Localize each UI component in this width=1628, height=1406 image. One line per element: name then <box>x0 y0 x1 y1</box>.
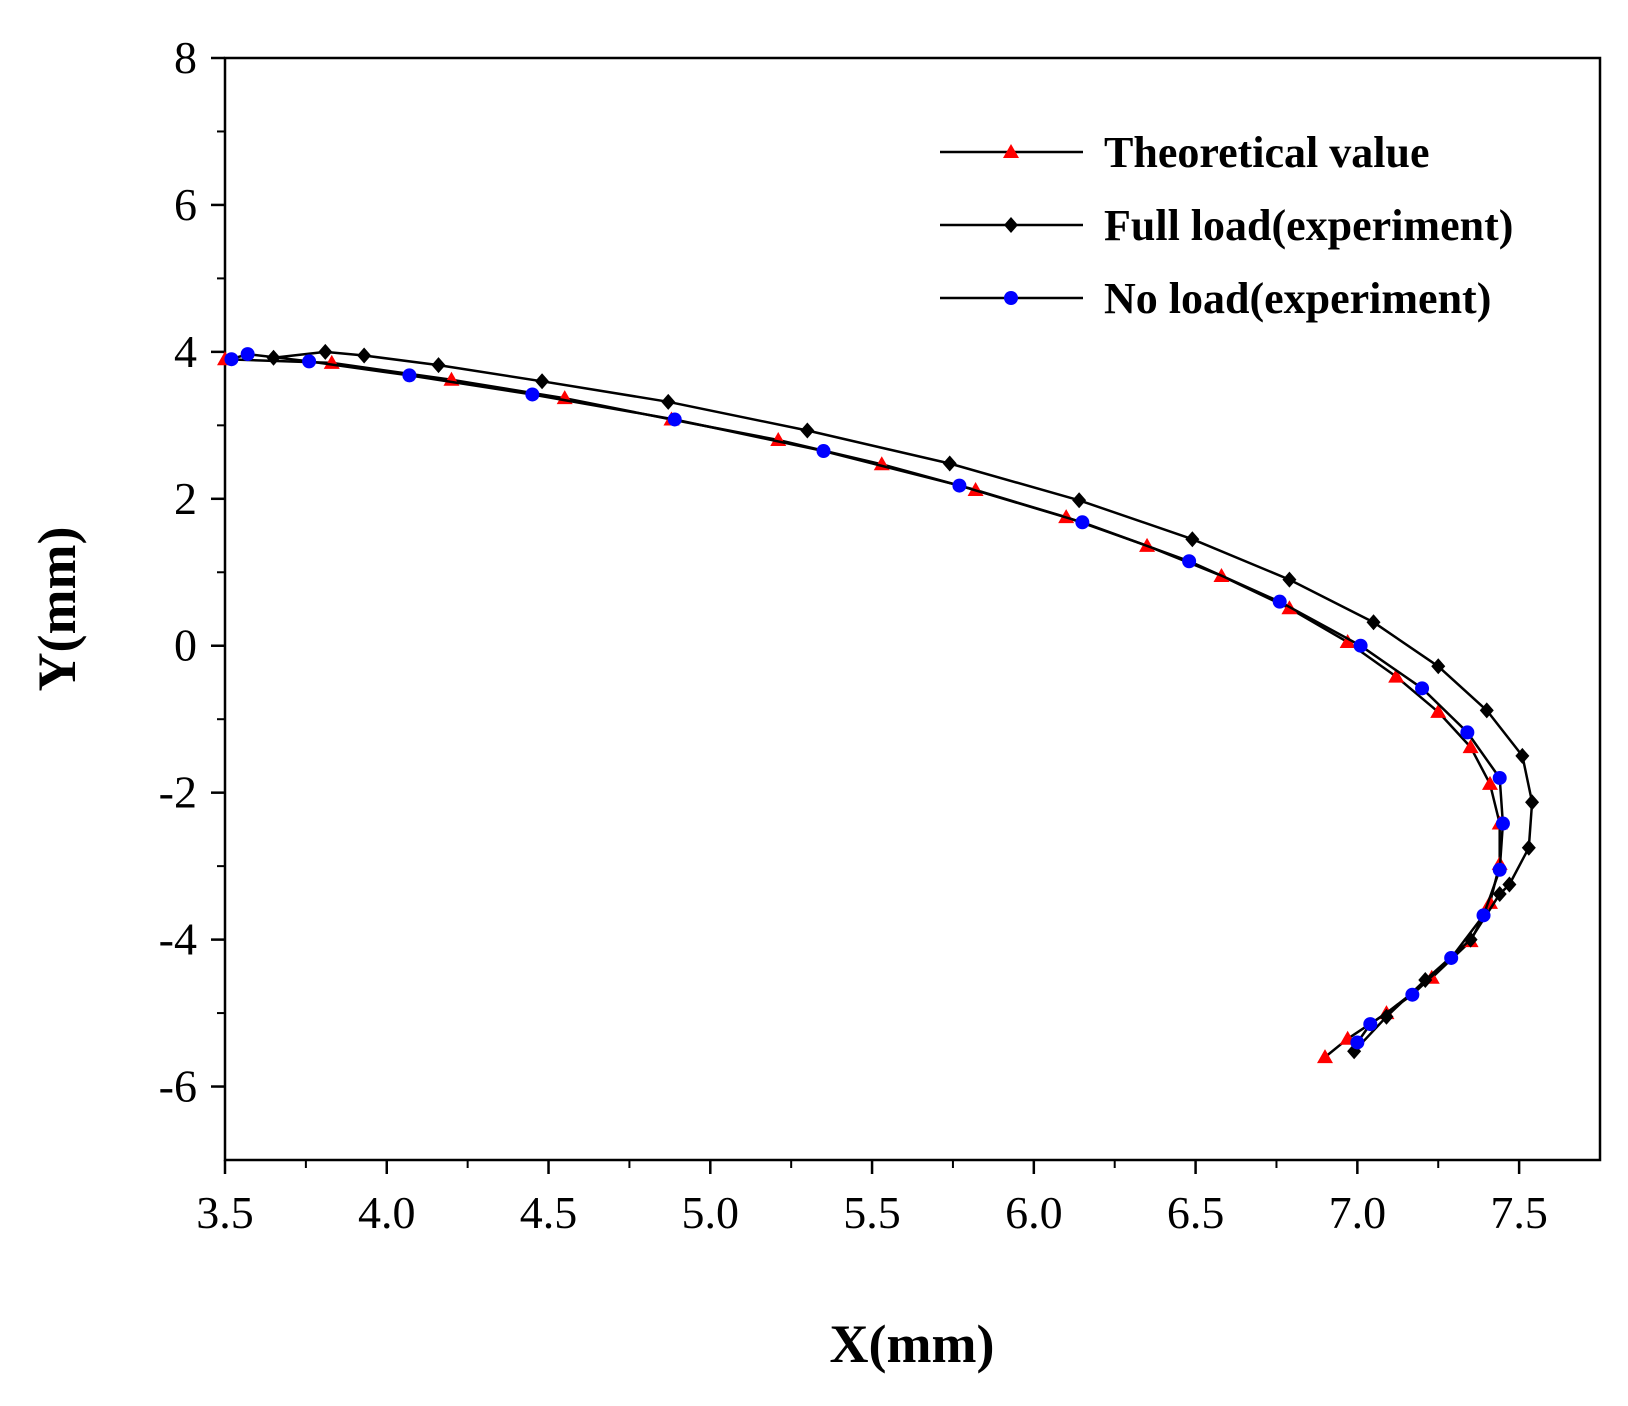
legend-marker <box>1004 291 1018 305</box>
x-tick-label: 7.0 <box>1329 1187 1387 1238</box>
x-tick-label: 4.5 <box>520 1187 578 1238</box>
y-tick-label: -4 <box>159 914 197 965</box>
plot-frame <box>223 56 1602 1162</box>
axis-ticks: 3.5 4.0 4.5 5.0 5.5 6.0 6.5 7.0 7.5 -6 -4 -2 0 2 4 6 8 <box>159 32 1548 1238</box>
data-point <box>1444 950 1459 965</box>
data-point <box>1479 702 1494 719</box>
legend-label: Theoretical value <box>1104 128 1429 177</box>
data-point <box>1363 1017 1378 1032</box>
data-point <box>1476 908 1491 923</box>
legend-marker <box>1004 217 1018 233</box>
data-point <box>402 368 417 383</box>
x-tick-label: 6.5 <box>1167 1187 1225 1238</box>
data-point <box>1182 554 1197 569</box>
y-tick-label: 4 <box>174 326 197 377</box>
legend-marker <box>1003 144 1019 158</box>
data-point <box>1388 668 1405 683</box>
data-point <box>357 347 372 364</box>
data-point <box>1317 1049 1333 1064</box>
series-line <box>231 352 1505 1044</box>
y-tick-label: -6 <box>159 1061 197 1112</box>
data-point <box>240 347 255 362</box>
data-point <box>1502 876 1517 893</box>
y-tick-label: -2 <box>159 767 197 818</box>
data-point <box>1272 594 1287 609</box>
legend-label: No load(experiment) <box>1104 274 1491 323</box>
series-0 <box>217 351 1508 1064</box>
data-point <box>1431 658 1446 675</box>
data-point <box>800 422 815 439</box>
series-layer <box>217 343 1540 1064</box>
data-point <box>1525 794 1540 811</box>
data-point <box>667 412 682 427</box>
data-point <box>302 354 317 369</box>
data-point <box>1353 638 1368 653</box>
data-point <box>1339 634 1356 649</box>
data-point <box>1492 886 1507 903</box>
data-point <box>1075 515 1090 530</box>
data-point <box>1379 1008 1394 1025</box>
data-point <box>1350 1035 1365 1050</box>
data-point <box>1405 987 1420 1002</box>
data-point <box>1282 571 1297 588</box>
data-point <box>1462 739 1479 754</box>
data-point <box>1072 492 1087 509</box>
series-line <box>273 350 1534 1053</box>
series-line <box>224 357 1501 1059</box>
data-point <box>661 393 676 410</box>
x-tick-label: 3.5 <box>196 1187 254 1238</box>
data-point <box>1492 770 1507 785</box>
data-point <box>952 478 967 493</box>
data-point <box>1521 839 1536 856</box>
data-point <box>1430 703 1447 718</box>
data-point <box>1492 862 1507 877</box>
y-tick-label: 0 <box>174 620 197 671</box>
data-point <box>525 387 540 402</box>
data-point <box>1415 681 1430 696</box>
x-tick-label: 7.5 <box>1490 1187 1548 1238</box>
data-point <box>1460 725 1475 740</box>
y-tick-label: 6 <box>174 179 197 230</box>
y-axis-title: Y(mm) <box>27 527 87 692</box>
data-point <box>1482 775 1498 790</box>
legend: Theoretical value Full load(experiment) No… <box>940 128 1513 323</box>
x-tick-label: 6.0 <box>1005 1187 1063 1238</box>
x-axis-title: X(mm) <box>830 1314 995 1374</box>
data-point <box>1185 531 1200 548</box>
x-tick-label: 5.0 <box>682 1187 740 1238</box>
data-point <box>1495 816 1510 831</box>
data-point <box>816 444 831 459</box>
data-point <box>1366 614 1381 631</box>
data-point <box>942 455 957 472</box>
data-point <box>224 352 239 367</box>
data-point <box>318 343 333 360</box>
series-2 <box>224 347 1510 1050</box>
data-point <box>535 373 550 390</box>
series-1 <box>266 343 1540 1060</box>
data-point <box>431 357 446 374</box>
y-tick-label: 2 <box>174 473 197 524</box>
x-tick-label: 4.0 <box>358 1187 416 1238</box>
data-point <box>1418 972 1433 989</box>
legend-label: Full load(experiment) <box>1104 201 1513 250</box>
y-tick-label: 8 <box>174 32 197 83</box>
data-point <box>1515 747 1530 764</box>
x-tick-label: 5.5 <box>843 1187 901 1238</box>
